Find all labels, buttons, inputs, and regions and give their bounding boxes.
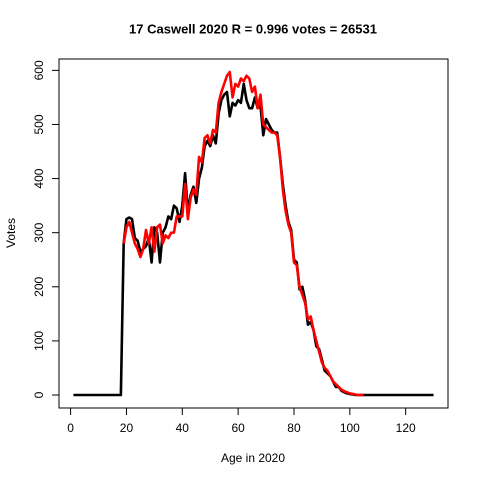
y-tick-label: 200 — [32, 276, 46, 296]
x-tick-label: 40 — [176, 421, 190, 435]
x-tick-label: 120 — [396, 421, 416, 435]
x-tick-label: 60 — [231, 421, 245, 435]
y-tick-label: 600 — [32, 60, 46, 80]
x-tick-label: 20 — [120, 421, 134, 435]
plot-frame — [58, 58, 449, 409]
y-axis-label: Votes — [4, 218, 18, 248]
line-series — [122, 70, 364, 397]
x-tick-label: 0 — [67, 421, 74, 435]
x-axis-label: Age in 2020 — [221, 451, 285, 465]
y-tick-label: 500 — [32, 114, 46, 134]
x-tick-label: 80 — [287, 421, 301, 435]
x-tick-label: 100 — [340, 421, 360, 435]
y-tick-label: 300 — [32, 222, 46, 242]
y-tick-label: 100 — [32, 331, 46, 351]
y-tick-label: 400 — [32, 168, 46, 188]
chart-title: 17 Caswell 2020 R = 0.996 votes = 26531 — [129, 21, 377, 36]
line-series — [73, 82, 434, 397]
y-tick-label: 0 — [32, 391, 46, 398]
